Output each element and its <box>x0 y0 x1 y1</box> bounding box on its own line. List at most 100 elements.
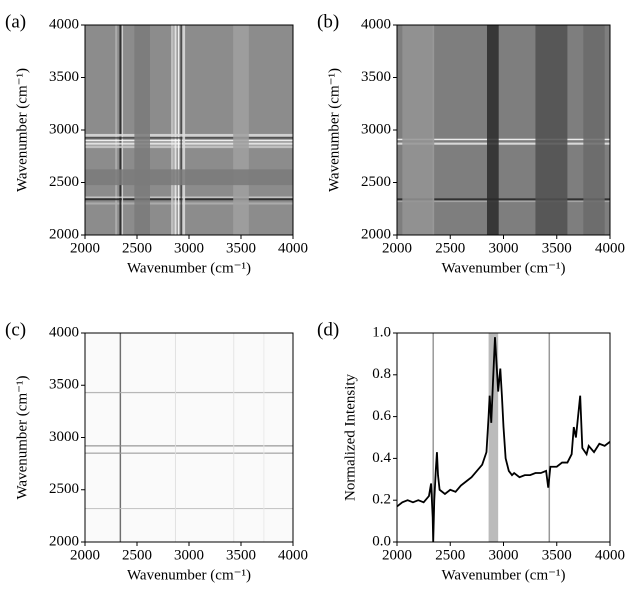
heatmap-stripe <box>177 25 180 235</box>
heatmap-stripe <box>182 25 186 235</box>
heatmap-stripe <box>85 391 293 394</box>
x-tick-label: 2000 <box>382 240 412 256</box>
y-axis-label: Wavenumber (cm⁻¹) <box>14 68 30 192</box>
heatmap-stripe <box>134 25 150 235</box>
y-axis-label: Wavenumber (cm⁻¹) <box>326 68 342 192</box>
heatmap-stripe <box>115 25 118 235</box>
panel-label: (a) <box>5 11 26 32</box>
x-tick-label: 4000 <box>278 240 308 256</box>
y-tick-label: 2500 <box>49 174 79 190</box>
heatmap-background <box>85 333 293 542</box>
y-tick-label: 3000 <box>49 429 79 445</box>
heatmap-stripe <box>85 202 293 205</box>
y-axis-label: Wavenumber (cm⁻¹) <box>14 375 30 499</box>
heatmap-stripe <box>583 25 605 235</box>
panel: 2000 2500 3000 3500 4000 2000 2500 3000 3500 4000… <box>5 319 308 583</box>
y-tick-label: 3500 <box>49 377 79 393</box>
heatmap-stripe <box>119 333 122 542</box>
panel: 2000 2500 3000 3500 4000 0.0 0.2 0.4 0.6 0.8 1.0 Wa… <box>317 319 625 583</box>
heatmap-stripe <box>85 142 293 145</box>
x-tick-label: 3000 <box>174 547 204 563</box>
span <box>488 333 499 542</box>
x-tick-label: 3500 <box>542 547 572 563</box>
heatmap-stripe <box>85 445 293 447</box>
heatmap-stripe <box>233 333 235 542</box>
y-tick-label: 1.0 <box>372 324 391 340</box>
y-tick-label: 0.4 <box>372 450 391 466</box>
heatmap-stripe <box>85 169 293 186</box>
heatmap-stripe <box>85 133 293 137</box>
x-tick-label: 4000 <box>595 240 625 256</box>
plot-area <box>397 333 610 542</box>
y-tick-label: 0.0 <box>372 533 391 549</box>
heatmap-stripe <box>397 138 610 141</box>
heatmap-stripe <box>119 25 122 235</box>
heatmap-stripe <box>85 198 293 201</box>
heatmap-stripe <box>85 139 293 142</box>
panel-label: (c) <box>5 319 26 340</box>
heatmap-stripe <box>174 25 177 235</box>
x-axis-label: Wavenumber (cm⁻¹) <box>441 567 565 583</box>
heatmap-stripe <box>397 198 610 201</box>
plot-area <box>85 333 293 542</box>
heatmap-stripe <box>397 142 610 145</box>
x-axis-label: Wavenumber (cm⁻¹) <box>441 260 565 276</box>
heatmap-stripe <box>180 25 182 235</box>
heatmap-stripe <box>402 25 435 235</box>
y-tick-label: 2500 <box>49 481 79 497</box>
heatmap-stripe <box>171 25 174 235</box>
heatmap-stripe <box>121 25 124 235</box>
x-tick-label: 4000 <box>595 547 625 563</box>
x-tick-label: 4000 <box>278 547 308 563</box>
heatmap-stripe <box>85 145 293 149</box>
y-tick-label: 2000 <box>49 533 79 549</box>
x-tick-label: 3500 <box>542 240 572 256</box>
heatmap-stripe <box>174 333 176 542</box>
heatmap-stripe <box>397 200 610 203</box>
heatmap-stripe <box>535 25 568 235</box>
x-tick-label: 2000 <box>70 240 100 256</box>
x-tick-label: 2500 <box>122 240 152 256</box>
x-tick-label: 3500 <box>226 240 256 256</box>
panel-label: (b) <box>317 11 339 32</box>
x-tick-label: 2500 <box>435 547 465 563</box>
x-tick-label: 3000 <box>489 240 519 256</box>
y-tick-label: 3000 <box>49 121 79 137</box>
heatmap-stripe <box>233 25 249 235</box>
y-axis-label: Normalized Intensity <box>342 373 358 501</box>
heatmap-stripe <box>85 137 293 139</box>
x-tick-label: 2000 <box>70 547 100 563</box>
x-tick-label: 3000 <box>174 240 204 256</box>
plot-area <box>397 25 610 235</box>
x-tick-label: 2500 <box>122 547 152 563</box>
x-tick-label: 3500 <box>226 547 256 563</box>
heatmap-stripe <box>85 452 293 454</box>
heatmap-stripe <box>486 25 499 235</box>
y-tick-label: 3500 <box>361 69 391 85</box>
panel-label: (d) <box>317 319 339 340</box>
heatmap-stripe <box>263 333 265 542</box>
x-axis-label: Wavenumber (cm⁻¹) <box>127 567 251 583</box>
x-tick-label: 3000 <box>489 547 519 563</box>
plot-area <box>85 25 293 235</box>
y-tick-label: 0.8 <box>372 366 391 382</box>
x-tick-label: 2000 <box>382 547 412 563</box>
heatmap-stripe <box>85 196 293 198</box>
panel: 2000 2500 3000 3500 4000 2000 2500 3000 3500 4000… <box>5 11 308 276</box>
y-tick-label: 2500 <box>361 174 391 190</box>
panel: 2000 2500 3000 3500 4000 2000 2500 3000 3500 4000… <box>317 11 625 276</box>
y-tick-label: 0.2 <box>372 492 391 508</box>
y-tick-label: 0.6 <box>372 408 391 424</box>
x-tick-label: 2500 <box>435 240 465 256</box>
y-tick-label: 3500 <box>49 69 79 85</box>
x-axis-label: Wavenumber (cm⁻¹) <box>127 260 251 276</box>
y-tick-label: 3000 <box>361 121 391 137</box>
y-tick-label: 4000 <box>49 16 79 32</box>
y-tick-label: 2000 <box>49 226 79 242</box>
line <box>397 337 610 542</box>
y-tick-label: 4000 <box>49 324 79 340</box>
y-tick-label: 2000 <box>361 226 391 242</box>
y-tick-label: 4000 <box>361 16 391 32</box>
heatmap-stripe <box>85 508 293 510</box>
